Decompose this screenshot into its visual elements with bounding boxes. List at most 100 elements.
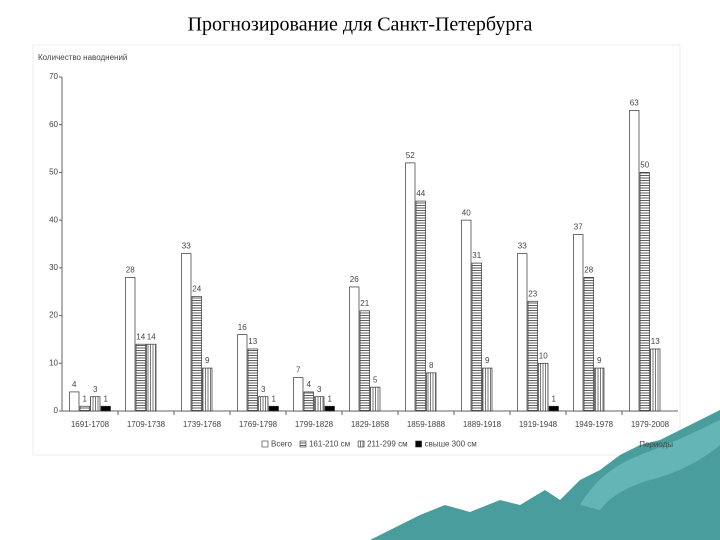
legend-label: 161-210 см bbox=[309, 440, 350, 449]
data-label: 14 bbox=[136, 332, 145, 341]
data-label: 3 bbox=[93, 385, 98, 394]
data-label: 9 bbox=[485, 356, 490, 365]
bar bbox=[258, 396, 269, 412]
x-tick-label: 1769-1798 bbox=[239, 420, 278, 429]
x-tick-label: 1859-1888 bbox=[407, 420, 446, 429]
data-label: 33 bbox=[182, 242, 191, 251]
data-label: 8 bbox=[429, 361, 434, 370]
bar bbox=[426, 372, 437, 412]
data-label: 16 bbox=[238, 323, 247, 332]
bar bbox=[405, 162, 416, 412]
legend-label: свыше 300 см bbox=[425, 440, 477, 449]
y-tick-label: 70 bbox=[49, 72, 58, 81]
bar bbox=[314, 396, 325, 412]
bar bbox=[482, 367, 493, 412]
data-label: 31 bbox=[472, 251, 481, 260]
bar bbox=[517, 253, 528, 412]
bar bbox=[79, 405, 90, 412]
bar bbox=[527, 300, 538, 412]
bar bbox=[349, 286, 360, 412]
bar bbox=[359, 310, 370, 412]
bar bbox=[191, 296, 202, 412]
data-label: 1 bbox=[552, 394, 557, 403]
x-tick-label: 1979-2008 bbox=[631, 420, 670, 429]
bar bbox=[303, 391, 314, 412]
bar bbox=[594, 367, 605, 412]
data-label: 1 bbox=[328, 394, 333, 403]
x-tick-label: 1709-1738 bbox=[127, 420, 166, 429]
bar bbox=[90, 396, 101, 412]
y-tick-label: 40 bbox=[49, 215, 58, 224]
data-label: 63 bbox=[630, 99, 639, 108]
x-tick-label: 1739-1768 bbox=[183, 420, 222, 429]
bar bbox=[650, 348, 661, 412]
data-label: 4 bbox=[72, 380, 77, 389]
data-label: 13 bbox=[651, 337, 660, 346]
y-tick-label: 50 bbox=[49, 168, 58, 177]
data-label: 1 bbox=[83, 394, 88, 403]
x-tick-label: 1949-1978 bbox=[575, 420, 614, 429]
bar bbox=[639, 172, 650, 412]
bar bbox=[202, 367, 213, 412]
legend-swatch bbox=[357, 440, 365, 448]
data-label: 7 bbox=[296, 366, 301, 375]
x-axis-label: Периоды bbox=[639, 440, 673, 449]
data-label: 28 bbox=[126, 266, 135, 275]
data-label: 26 bbox=[350, 275, 359, 284]
data-label: 9 bbox=[205, 356, 210, 365]
data-label: 1 bbox=[272, 394, 277, 403]
data-label: 44 bbox=[416, 189, 425, 198]
x-tick-label: 1799-1828 bbox=[295, 420, 334, 429]
y-tick-label: 0 bbox=[54, 406, 59, 415]
data-label: 37 bbox=[574, 223, 583, 232]
bar bbox=[324, 405, 335, 412]
data-label: 3 bbox=[317, 385, 322, 394]
bar bbox=[370, 386, 381, 412]
data-label: 23 bbox=[528, 289, 537, 298]
bar bbox=[538, 362, 549, 412]
data-label: 52 bbox=[406, 151, 415, 160]
data-label: 4 bbox=[307, 380, 312, 389]
bar bbox=[415, 200, 426, 412]
bar bbox=[268, 405, 279, 412]
y-tick-label: 20 bbox=[49, 311, 58, 320]
decor-wave bbox=[580, 420, 720, 510]
data-label: 28 bbox=[584, 266, 593, 275]
legend-label: 211-299 см bbox=[367, 440, 408, 449]
bar bbox=[125, 277, 136, 412]
legend-swatch bbox=[415, 440, 422, 448]
slide-title: Прогнозирование для Санкт-Петербурга bbox=[188, 14, 533, 36]
bar bbox=[629, 110, 640, 412]
data-label: 33 bbox=[518, 242, 527, 251]
bar bbox=[146, 343, 157, 412]
y-tick-label: 30 bbox=[49, 263, 58, 272]
bar bbox=[548, 405, 559, 412]
bar bbox=[247, 348, 258, 412]
data-label: 9 bbox=[597, 356, 602, 365]
data-label: 5 bbox=[373, 375, 378, 384]
data-label: 13 bbox=[248, 337, 257, 346]
x-tick-label: 1691-1708 bbox=[71, 420, 110, 429]
data-label: 21 bbox=[360, 299, 369, 308]
bar bbox=[461, 219, 472, 412]
bar bbox=[69, 391, 80, 412]
data-label: 3 bbox=[261, 385, 266, 394]
data-label: 50 bbox=[640, 161, 649, 170]
data-label: 40 bbox=[462, 208, 471, 217]
decor-wave bbox=[370, 410, 720, 540]
x-tick-label: 1919-1948 bbox=[519, 420, 558, 429]
bar bbox=[583, 277, 594, 412]
legend-swatch bbox=[299, 440, 307, 448]
bar bbox=[135, 343, 146, 412]
y-tick-label: 10 bbox=[49, 358, 58, 367]
data-label: 24 bbox=[192, 285, 201, 294]
bar bbox=[100, 405, 111, 412]
bar bbox=[237, 334, 248, 412]
data-label: 14 bbox=[147, 332, 156, 341]
x-tick-label: 1829-1858 bbox=[351, 420, 390, 429]
data-label: 10 bbox=[539, 351, 548, 360]
legend-label: Всего bbox=[271, 440, 293, 449]
data-label: 1 bbox=[104, 394, 109, 403]
x-tick-label: 1889-1918 bbox=[463, 420, 502, 429]
